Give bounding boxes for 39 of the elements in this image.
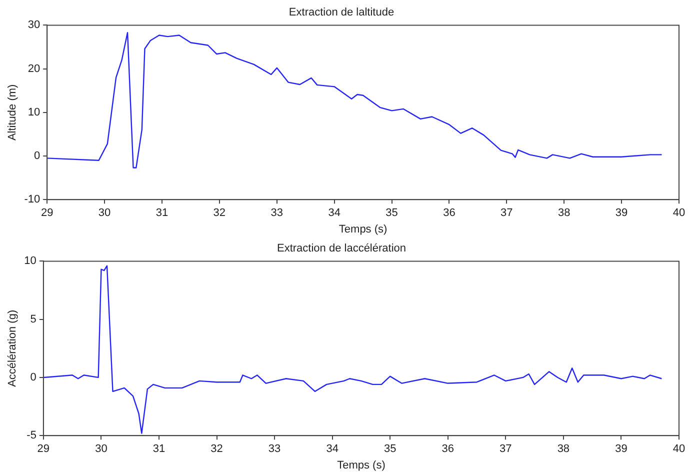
- y-tick-label: 30: [28, 19, 40, 32]
- x-tick-label: 37: [500, 207, 513, 220]
- x-tick-label: 40: [672, 443, 686, 456]
- x-tick-label: 34: [328, 207, 340, 220]
- x-tick-label: 36: [442, 443, 454, 456]
- x-tick-label: 35: [386, 207, 398, 220]
- y-axis-title: Altitude (m): [6, 84, 19, 141]
- x-tick-label: 29: [37, 443, 50, 456]
- y-axis-title: Accélération (g): [6, 310, 19, 387]
- x-tick-label: 32: [213, 207, 226, 220]
- x-tick-label: 30: [98, 207, 111, 220]
- y-tick-label: 10: [24, 255, 36, 268]
- y-tick-label: -5: [26, 430, 36, 442]
- x-tick-label: 33: [268, 443, 281, 456]
- y-tick-label: 0: [30, 372, 36, 384]
- x-tick-label: 34: [326, 443, 338, 456]
- y-tick-label: -10: [24, 194, 40, 206]
- x-tick-label: 39: [615, 443, 628, 456]
- x-tick-label: 31: [156, 207, 168, 220]
- x-tick-label: 38: [557, 443, 570, 456]
- x-tick-label: 36: [443, 207, 456, 220]
- chart-title: Extraction de laltitude: [288, 6, 394, 19]
- y-tick-label: 0: [34, 150, 40, 162]
- x-axis-title: Temps (s): [337, 459, 386, 472]
- chart-title: Extraction de laccélération: [276, 242, 406, 255]
- y-tick-label: 5: [30, 313, 36, 326]
- x-tick-label: 40: [672, 207, 686, 220]
- x-tick-label: 32: [210, 443, 223, 456]
- x-tick-label: 30: [95, 443, 108, 456]
- x-tick-label: 39: [615, 207, 628, 220]
- x-tick-label: 31: [152, 443, 166, 456]
- x-axis-title: Temps (s): [338, 223, 388, 236]
- x-tick-label: 38: [558, 207, 570, 220]
- y-tick-label: 10: [28, 106, 40, 118]
- x-tick-label: 37: [500, 443, 512, 456]
- x-tick-label: 29: [40, 207, 54, 220]
- y-tick-label: 20: [28, 62, 40, 75]
- x-tick-label: 35: [384, 443, 396, 456]
- x-tick-label: 33: [270, 207, 284, 220]
